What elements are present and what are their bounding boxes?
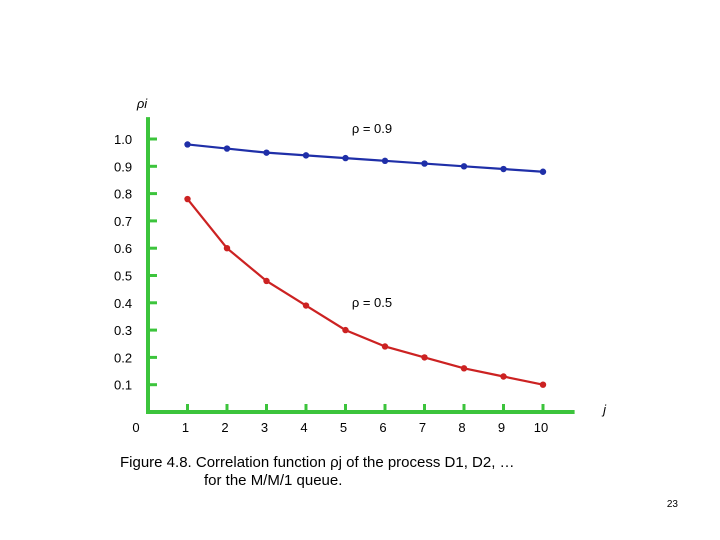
x-tick-label: 8 bbox=[458, 420, 465, 435]
origin-label: 0 bbox=[132, 420, 139, 435]
data-point bbox=[421, 160, 428, 167]
y-tick-label: 1.0 bbox=[114, 132, 132, 147]
page-number: 23 bbox=[666, 499, 678, 510]
y-tick-label: 0.5 bbox=[114, 269, 132, 284]
data-point bbox=[223, 145, 231, 152]
data-point bbox=[223, 245, 231, 252]
data-point bbox=[421, 354, 428, 361]
correlation-chart: 1.0 0.9 0.8 0.7 0.6 0.5 0.4 0.3 0.2 0.1 1 2 3 4 5 6 7 8 9 1… bbox=[114, 96, 607, 435]
y-tick-label: 0.9 bbox=[114, 159, 132, 174]
series-label: ρ = 0.9 bbox=[352, 121, 392, 136]
x-tick-label: 6 bbox=[379, 420, 386, 435]
x-tick-label: 10 bbox=[534, 420, 548, 435]
y-tick-label: 0.8 bbox=[114, 187, 132, 202]
series-line bbox=[187, 143, 544, 173]
data-point bbox=[500, 165, 507, 173]
data-point bbox=[342, 154, 349, 162]
y-tick-label: 0.1 bbox=[114, 378, 132, 393]
y-tick-label: 0.2 bbox=[114, 350, 132, 365]
data-point bbox=[381, 157, 389, 165]
data-point bbox=[302, 152, 310, 159]
x-axis-label: j bbox=[601, 402, 607, 417]
data-point bbox=[184, 141, 191, 148]
data-point bbox=[460, 365, 468, 372]
x-tick-label: 5 bbox=[340, 420, 347, 435]
x-tick-label: 9 bbox=[498, 420, 505, 435]
y-tick-label: 0.4 bbox=[114, 296, 132, 311]
figure-caption: Figure 4.8. Correlation function ρj of t… bbox=[120, 454, 640, 490]
series-label: ρ = 0.5 bbox=[352, 295, 392, 310]
data-point bbox=[500, 373, 507, 380]
x-tick-label: 3 bbox=[261, 420, 268, 435]
y-tick-label: 0.6 bbox=[114, 241, 132, 256]
data-point bbox=[381, 343, 389, 350]
x-tick-label: 4 bbox=[300, 420, 307, 435]
x-tick-label: 1 bbox=[182, 420, 189, 435]
data-point bbox=[263, 277, 270, 285]
data-point bbox=[342, 326, 349, 334]
data-point bbox=[263, 149, 270, 156]
caption-line-1: Figure 4.8. Correlation function ρj of t… bbox=[120, 454, 515, 471]
data-point bbox=[460, 163, 468, 170]
data-point bbox=[539, 381, 547, 388]
data-point bbox=[184, 195, 191, 203]
x-tick-label: 2 bbox=[221, 420, 228, 435]
caption-line-2: for the M/M/1 queue. bbox=[204, 472, 343, 489]
y-tick-label: 0.7 bbox=[114, 214, 132, 229]
data-point bbox=[302, 302, 310, 309]
y-axis-label: ρi bbox=[136, 96, 148, 111]
data-point bbox=[539, 168, 547, 175]
y-tick-label: 0.3 bbox=[114, 323, 132, 338]
x-tick-label: 7 bbox=[419, 420, 426, 435]
series-line bbox=[186, 198, 544, 386]
